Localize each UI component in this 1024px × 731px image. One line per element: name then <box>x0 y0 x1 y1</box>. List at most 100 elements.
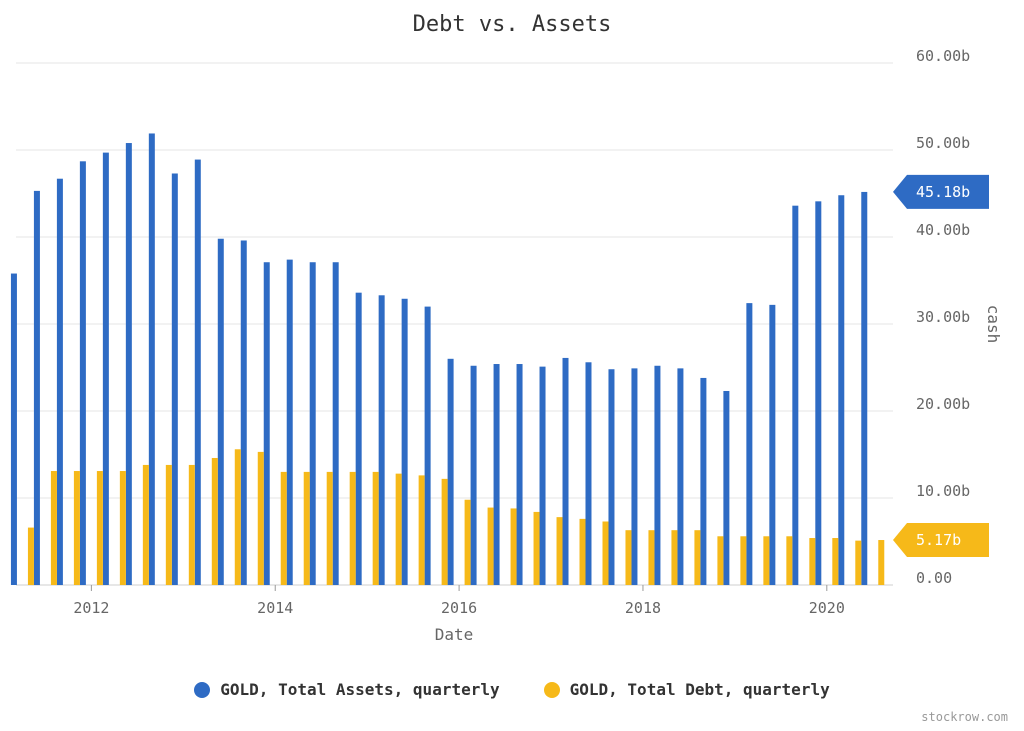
x-tick-label: 2018 <box>625 599 661 617</box>
legend-dot-debt <box>543 681 560 698</box>
assets-bar <box>102 152 109 586</box>
y-axis-label: cash <box>984 305 1003 344</box>
assets-value-badge <box>893 174 989 209</box>
assets-bar <box>677 368 684 585</box>
assets-bar <box>217 238 224 586</box>
debt-bar <box>441 478 448 585</box>
badge-label: 45.18b <box>916 183 970 201</box>
legend-label-assets: GOLD, Total Assets, quarterly <box>220 680 500 699</box>
debt-bar <box>832 538 839 585</box>
y-tick-label: 10.00b <box>916 482 970 500</box>
debt-bar <box>395 473 402 585</box>
assets-bar <box>424 306 431 585</box>
y-tick-label: 0.00 <box>916 569 952 587</box>
debt-bar <box>648 530 655 585</box>
assets-bar <box>654 365 661 585</box>
y-tick-label: 20.00b <box>916 395 970 413</box>
debt-bar <box>510 508 517 585</box>
assets-bar <box>286 259 293 585</box>
assets-bar <box>309 262 316 585</box>
debt-bar <box>326 471 333 585</box>
badge-label: 5.17b <box>916 531 961 549</box>
assets-bar <box>332 262 339 585</box>
assets-bar <box>10 273 17 585</box>
assets-bar <box>171 173 178 586</box>
debt-bar <box>878 540 885 585</box>
assets-bar <box>401 298 408 585</box>
debt-bar <box>73 471 80 585</box>
assets-bar <box>700 377 707 585</box>
y-axis: 0.00 10.00b 20.00b 30.00b 40.00b 50.00b 60.00b <box>916 47 970 587</box>
x-tick-label: 2014 <box>257 599 293 617</box>
debt-bar <box>119 471 126 585</box>
debt-bar <box>579 518 586 585</box>
legend-item-debt[interactable]: GOLD, Total Debt, quarterly <box>543 680 830 699</box>
assets-bar <box>585 362 592 585</box>
debt-bar <box>372 471 379 585</box>
debt-bar <box>27 527 34 585</box>
assets-bar <box>746 303 753 585</box>
y-tick-label: 50.00b <box>916 134 970 152</box>
debt-bar <box>694 530 701 585</box>
x-axis-label: Date <box>435 625 474 644</box>
debt-bar <box>142 464 149 585</box>
assets-bar <box>148 133 155 585</box>
debt-bar <box>809 538 816 585</box>
debt-bar <box>487 507 494 585</box>
assets-bar <box>815 201 822 585</box>
assets-bar <box>378 295 385 585</box>
assets-bar <box>769 304 776 585</box>
debt-bar <box>165 464 172 585</box>
debt-bar <box>257 451 264 585</box>
assets-bar <box>516 364 523 585</box>
x-tick-label: 2020 <box>809 599 845 617</box>
assets-bar <box>355 292 362 585</box>
debt-bar <box>50 471 57 585</box>
bars <box>10 133 885 586</box>
debt-bar <box>303 471 310 585</box>
legend: GOLD, Total Assets, quarterly GOLD, Tota… <box>0 680 1024 699</box>
debt-bar <box>556 517 563 585</box>
gridlines <box>16 62 893 586</box>
assets-bar <box>493 364 500 585</box>
debt-bar <box>533 511 540 585</box>
x-tick-label: 2012 <box>73 599 109 617</box>
assets-bar <box>33 190 40 585</box>
debt-bar <box>464 499 471 585</box>
debt-bar <box>96 471 103 585</box>
assets-bar <box>608 369 615 585</box>
assets-bar <box>79 161 86 585</box>
legend-dot-assets <box>194 681 211 698</box>
assets-bar <box>838 195 845 586</box>
legend-item-assets[interactable]: GOLD, Total Assets, quarterly <box>194 680 500 699</box>
assets-bar <box>631 368 638 585</box>
debt-bar <box>740 536 747 585</box>
debt-bar <box>717 536 724 585</box>
debt-bar <box>602 521 609 585</box>
assets-bar <box>539 366 546 585</box>
x-axis: 2012 2014 2016 2018 2020 <box>73 585 845 617</box>
debt-value-badge <box>893 523 989 558</box>
assets-bar <box>447 358 454 585</box>
assets-bar <box>562 357 569 585</box>
assets-bar <box>861 191 868 585</box>
assets-bar <box>263 262 270 585</box>
y-tick-label: 40.00b <box>916 221 970 239</box>
y-tick-label: 30.00b <box>916 308 970 326</box>
debt-bar <box>786 536 793 585</box>
assets-bar <box>125 143 132 586</box>
x-tick-label: 2016 <box>441 599 477 617</box>
assets-bar <box>470 365 477 585</box>
debt-bar <box>188 464 195 585</box>
debt-bar <box>234 449 241 585</box>
assets-bar <box>723 390 730 585</box>
chart-title: Debt vs. Assets <box>413 12 612 37</box>
assets-bar <box>792 205 799 585</box>
debt-bar <box>418 475 425 585</box>
y-tick-label: 60.00b <box>916 47 970 65</box>
debt-bar <box>671 530 678 585</box>
assets-bar <box>240 240 247 586</box>
assets-bar <box>56 178 63 585</box>
debt-bar <box>625 530 632 585</box>
debt-bar <box>855 540 862 585</box>
